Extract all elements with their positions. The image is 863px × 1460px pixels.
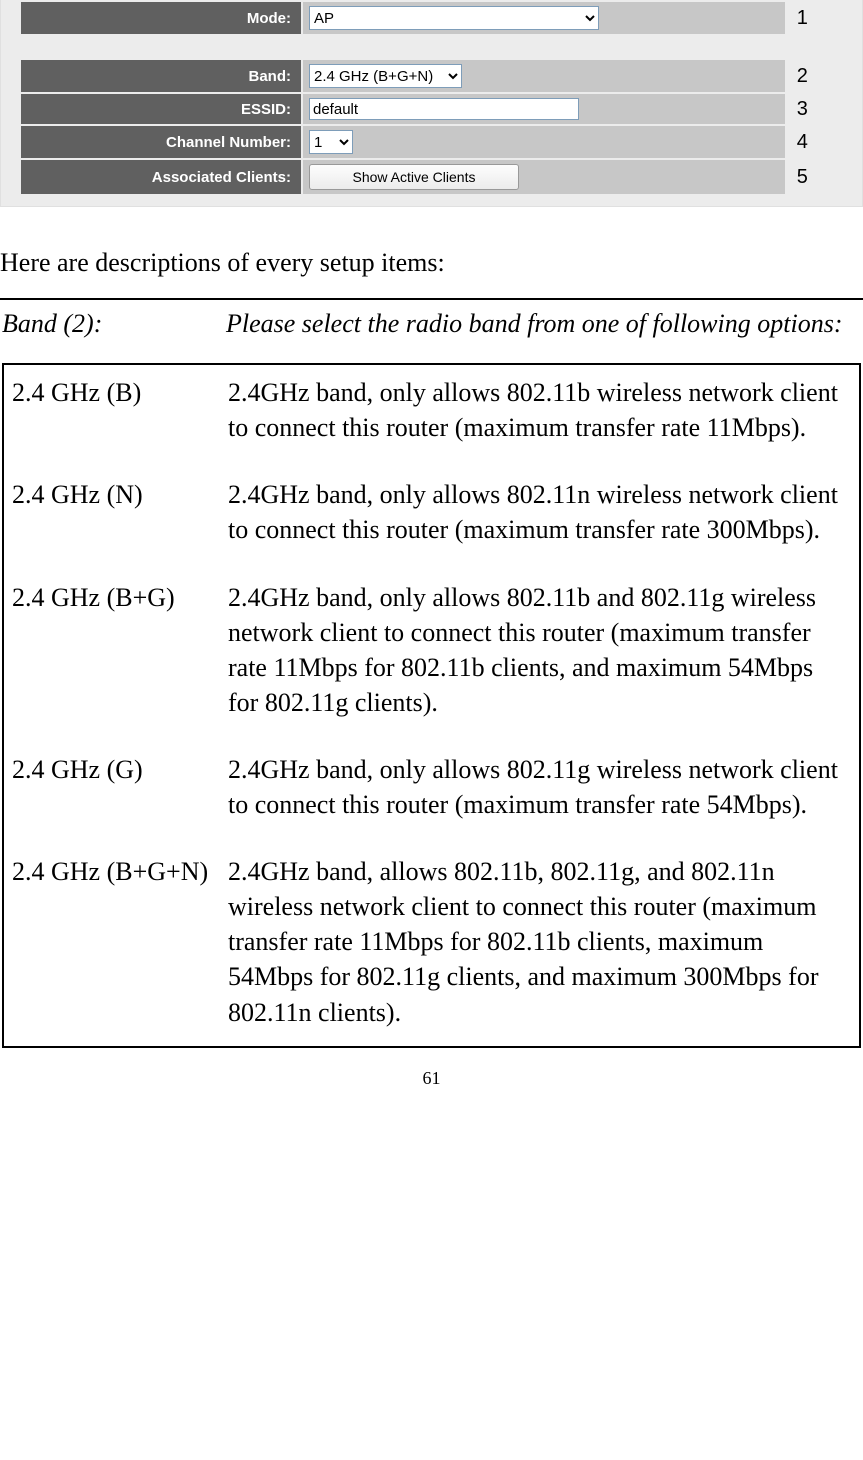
row-channel: Channel Number: 1 4 bbox=[21, 126, 822, 158]
annot-1: 1 bbox=[787, 2, 822, 34]
option-term: 2.4 GHz (B+G+N) bbox=[12, 854, 228, 1029]
annot-3: 3 bbox=[787, 94, 822, 124]
label-mode: Mode: bbox=[21, 2, 301, 34]
router-config-panel: Mode: AP 1 Band: 2.4 GHz (B+G+N) 2 ESSID… bbox=[0, 0, 863, 207]
band-term: Band (2): bbox=[2, 306, 226, 341]
option-desc: 2.4GHz band, only allows 802.11b and 802… bbox=[228, 580, 851, 720]
option-term: 2.4 GHz (B) bbox=[12, 375, 228, 445]
option-row: 2.4 GHz (B) 2.4GHz band, only allows 802… bbox=[12, 373, 851, 475]
option-row: 2.4 GHz (N) 2.4GHz band, only allows 802… bbox=[12, 475, 851, 577]
show-active-clients-button[interactable]: Show Active Clients bbox=[309, 164, 519, 190]
channel-select[interactable]: 1 bbox=[309, 130, 353, 154]
option-row: 2.4 GHz (G) 2.4GHz band, only allows 802… bbox=[12, 750, 851, 852]
band-options-box: 2.4 GHz (B) 2.4GHz band, only allows 802… bbox=[2, 363, 861, 1047]
mode-select[interactable]: AP bbox=[309, 6, 599, 30]
row-essid: ESSID: 3 bbox=[21, 94, 822, 124]
spacer bbox=[21, 36, 822, 58]
option-term: 2.4 GHz (N) bbox=[12, 477, 228, 547]
config-table: Mode: AP 1 Band: 2.4 GHz (B+G+N) 2 ESSID… bbox=[19, 0, 824, 196]
band-desc: Please select the radio band from one of… bbox=[226, 306, 861, 341]
label-channel: Channel Number: bbox=[21, 126, 301, 158]
option-term: 2.4 GHz (B+G) bbox=[12, 580, 228, 720]
intro-text: Here are descriptions of every setup ite… bbox=[0, 207, 863, 280]
label-essid: ESSID: bbox=[21, 94, 301, 124]
label-band: Band: bbox=[21, 60, 301, 92]
annot-2: 2 bbox=[787, 60, 822, 92]
option-term: 2.4 GHz (G) bbox=[12, 752, 228, 822]
row-band: Band: 2.4 GHz (B+G+N) 2 bbox=[21, 60, 822, 92]
band-description-row: Band (2): Please select the radio band f… bbox=[0, 300, 863, 341]
option-desc: 2.4GHz band, only allows 802.11b wireles… bbox=[228, 375, 851, 445]
option-row: 2.4 GHz (B+G+N) 2.4GHz band, allows 802.… bbox=[12, 852, 851, 1033]
label-clients: Associated Clients: bbox=[21, 160, 301, 194]
annot-5: 5 bbox=[787, 160, 822, 194]
option-desc: 2.4GHz band, only allows 802.11g wireles… bbox=[228, 752, 851, 822]
row-clients: Associated Clients: Show Active Clients … bbox=[21, 160, 822, 194]
annot-4: 4 bbox=[787, 126, 822, 158]
option-desc: 2.4GHz band, allows 802.11b, 802.11g, an… bbox=[228, 854, 851, 1029]
row-mode: Mode: AP 1 bbox=[21, 2, 822, 34]
essid-input[interactable] bbox=[309, 98, 579, 120]
option-desc: 2.4GHz band, only allows 802.11n wireles… bbox=[228, 477, 851, 547]
option-row: 2.4 GHz (B+G) 2.4GHz band, only allows 8… bbox=[12, 578, 851, 750]
page-number: 61 bbox=[0, 1048, 863, 1097]
band-select[interactable]: 2.4 GHz (B+G+N) bbox=[309, 64, 462, 88]
